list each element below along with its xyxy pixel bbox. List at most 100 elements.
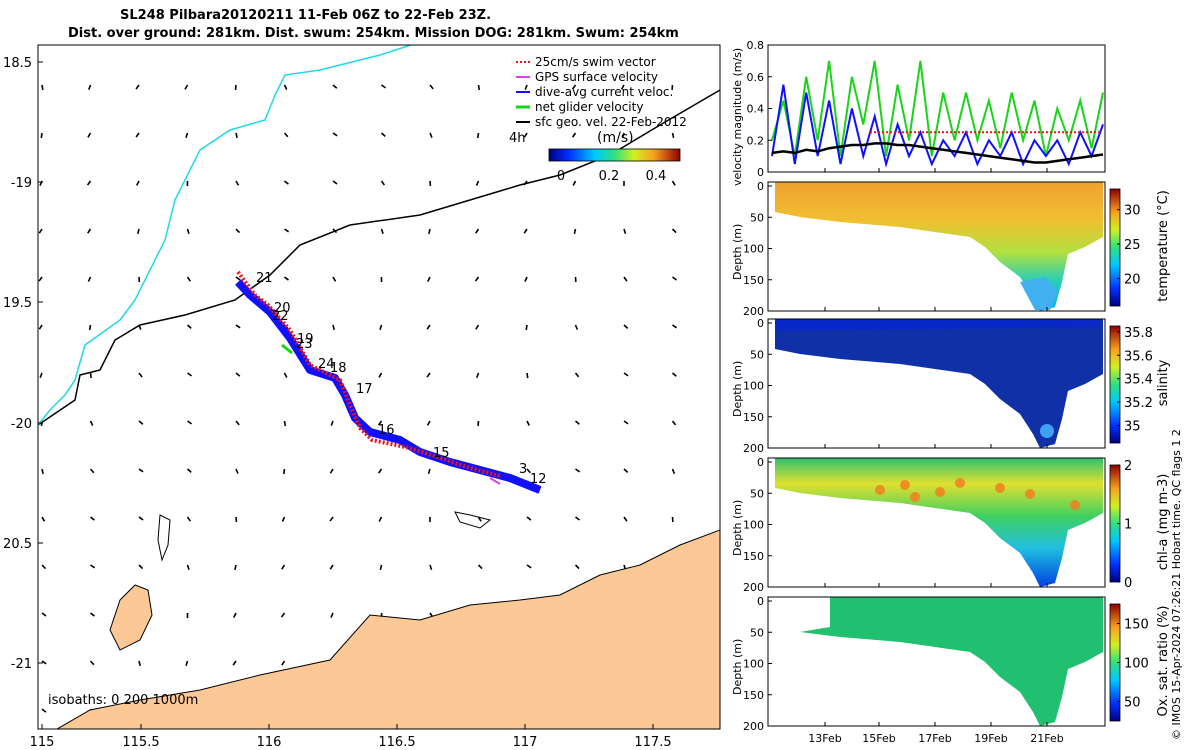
depth-tick-label: 200 bbox=[743, 581, 764, 594]
velocity-arrow bbox=[235, 276, 241, 281]
velocity-arrow bbox=[523, 228, 528, 234]
depth-tick-label: 50 bbox=[750, 626, 764, 639]
velocity-arrow bbox=[38, 276, 43, 282]
chl-maximum-patch bbox=[900, 480, 910, 490]
colorbar-tick-label: 20 bbox=[1124, 272, 1141, 287]
colorbar-tick-label: 35 bbox=[1124, 419, 1141, 434]
depth-tick-label: 200 bbox=[743, 305, 764, 318]
velocity-arrow bbox=[474, 276, 480, 282]
velocity-arrow bbox=[672, 324, 678, 329]
velocity-arrow bbox=[41, 564, 47, 570]
chart-title: SL248 Pilbara20120211 11-Feb 06Z to 22-F… bbox=[120, 8, 492, 23]
reef-outline bbox=[454, 511, 492, 529]
colorbar-tick-label: 30 bbox=[1124, 204, 1141, 219]
velocity-arrow bbox=[477, 564, 483, 570]
velocity-arrow bbox=[574, 372, 580, 378]
velocity-arrow bbox=[89, 420, 94, 426]
section-axes-frame bbox=[767, 318, 1106, 449]
colorbar-unit: (m/s) bbox=[597, 130, 634, 146]
velocity-arrow bbox=[574, 420, 580, 425]
velocity-arrow bbox=[87, 228, 92, 234]
velocity-arrow bbox=[138, 420, 144, 425]
velocity-arrow bbox=[90, 612, 95, 617]
depth-axis-label: Depth (m) bbox=[731, 500, 744, 556]
velocity-arrow bbox=[526, 468, 531, 474]
velocity-arrow bbox=[623, 516, 628, 522]
velocity-arrow bbox=[332, 324, 335, 331]
depth-tick-label: 100 bbox=[743, 243, 764, 256]
lon-tick-label: 115.5 bbox=[122, 735, 159, 750]
velocity-arrow bbox=[330, 420, 334, 426]
velocity-arrow bbox=[380, 132, 386, 137]
isobath-contour bbox=[38, 45, 414, 426]
day-label: 23 bbox=[296, 337, 313, 352]
velocity-arrow bbox=[40, 132, 43, 139]
date-tick-label: 21Feb bbox=[1030, 732, 1063, 745]
velocity-arrow bbox=[90, 516, 95, 521]
island bbox=[109, 584, 153, 651]
date-tick-label: 17Feb bbox=[918, 732, 951, 745]
day-label: 3 bbox=[519, 462, 527, 477]
velocity-arrow bbox=[235, 468, 239, 474]
colorbar-label: Ox. sat. ratio (%) bbox=[1156, 606, 1171, 717]
velocity-arrow bbox=[671, 420, 677, 426]
velocity-arrow bbox=[330, 612, 334, 618]
depth-tick-label: 100 bbox=[743, 519, 764, 532]
velocity-series-line bbox=[771, 60, 1104, 157]
velocity-arrow bbox=[427, 276, 431, 282]
velocity-arrow bbox=[138, 468, 144, 473]
velocity-arrow bbox=[329, 468, 334, 474]
velocity-series-line bbox=[771, 84, 1104, 169]
colorbar-ticks: 0 0.2 0.4 bbox=[557, 169, 666, 184]
surface-salinity-layer bbox=[775, 319, 1100, 331]
velocity-axis-ticks: 0 0.2 0.4 0.6 0.8 bbox=[747, 39, 772, 179]
velocity-arrow bbox=[526, 420, 530, 426]
date-tick-label: 15Feb bbox=[862, 732, 895, 745]
section-data-field bbox=[775, 319, 1103, 448]
velocity-arrow bbox=[377, 468, 383, 474]
colorbar-tick-label: 50 bbox=[1124, 696, 1141, 711]
colorbar-tick-label: 0.2 bbox=[599, 169, 620, 184]
lat-tick-label: -21 bbox=[11, 657, 32, 672]
velocity-arrow bbox=[281, 564, 286, 570]
velocity-arrow bbox=[138, 372, 143, 378]
velocity-arrow bbox=[523, 132, 528, 138]
velocity-arrow bbox=[87, 276, 92, 282]
velocity-arrow bbox=[475, 324, 480, 330]
velocity-arrow bbox=[90, 564, 96, 569]
velocity-arrow bbox=[41, 84, 44, 91]
date-tick-label: 13Feb bbox=[808, 732, 841, 745]
velocity-arrow bbox=[186, 468, 192, 473]
legend-label: sfc geo. vel. 22-Feb-2012 bbox=[535, 115, 687, 129]
day-label: 24 bbox=[318, 357, 335, 372]
day-label: 15 bbox=[433, 446, 450, 461]
velocity-arrow bbox=[283, 372, 288, 378]
chl-maximum-patch bbox=[995, 483, 1005, 493]
velocity-arrow bbox=[138, 516, 144, 521]
depth-tick-label: 150 bbox=[743, 550, 764, 563]
velocity-arrow bbox=[235, 228, 241, 234]
map-axis-ticks: 115 115.5 116 116.5 117 117.5 18.5 -19 19.5 -20 20… bbox=[3, 56, 672, 750]
velocity-arrow bbox=[380, 180, 386, 186]
section-panel: 0 50 100 150 200 Depth (m) 35 35.2 35.4 35.6 35.8 s… bbox=[731, 317, 1171, 455]
velocity-ytick-label: 0 bbox=[757, 166, 764, 179]
velocity-arrow bbox=[620, 84, 625, 90]
velocity-vector-field bbox=[38, 84, 678, 715]
velocity-arrow bbox=[426, 324, 431, 330]
velocity-arrow bbox=[187, 372, 193, 377]
date-tick-label: 19Feb bbox=[974, 732, 1007, 745]
section-colorbar bbox=[1109, 188, 1121, 307]
velocity-arrow bbox=[186, 276, 191, 282]
velocity-arrow bbox=[185, 132, 189, 139]
day-label: 12 bbox=[530, 472, 547, 487]
velocity-ylabel: velocity magnitude (m/s) bbox=[731, 48, 744, 186]
colorbar-tick-label: 2 bbox=[1124, 459, 1132, 474]
velocity-arrow bbox=[280, 612, 286, 618]
velocity-arrow bbox=[284, 180, 289, 185]
colorbar-tick-label: 100 bbox=[1124, 657, 1149, 672]
day-label: 17 bbox=[356, 382, 373, 397]
cold-water-patch bbox=[1020, 277, 1058, 310]
velocity-arrow bbox=[186, 564, 190, 571]
